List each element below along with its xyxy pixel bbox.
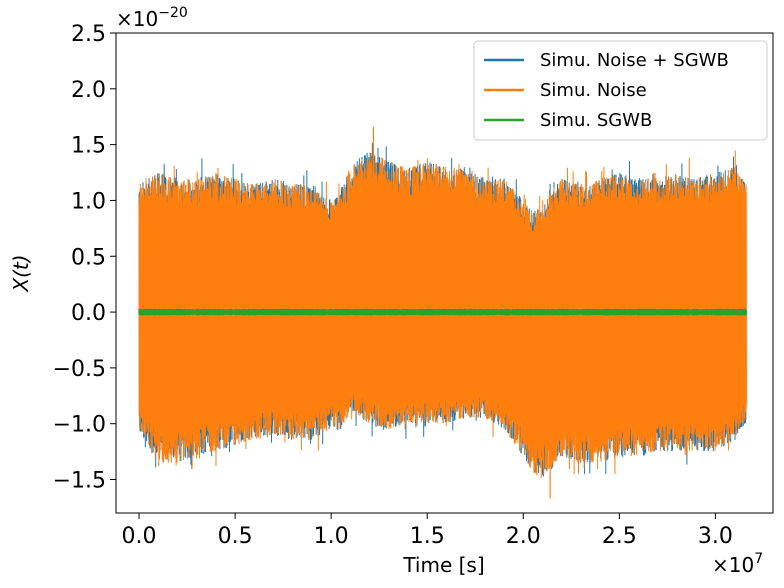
x-tick-label: 0.0 — [122, 524, 157, 549]
series-noise-peaks — [372, 126, 551, 499]
legend: Simu. Noise + SGWB Simu. Noise Simu. SGW… — [473, 40, 768, 141]
y-axis: −1.5 −1.0 −0.5 0.0 0.5 1.0 1.5 2.0 2.5 — [53, 22, 116, 494]
series-sgwb-line — [138, 308, 748, 316]
legend-label-sgwb: Simu. SGWB — [540, 110, 652, 131]
x-axis: 0.0 0.5 1.0 1.5 2.0 2.5 3.0 — [122, 513, 733, 549]
x-axis-label: Time [s] — [402, 553, 484, 577]
y-tick-label: 1.0 — [71, 189, 106, 214]
legend-box — [473, 40, 768, 141]
plot-frame — [115, 32, 774, 514]
y-tick-label: −1.0 — [53, 413, 106, 438]
y-tick-label: 2.0 — [71, 78, 106, 103]
x-tick-label: 0.5 — [218, 524, 253, 549]
x-tick-label: 3.0 — [698, 524, 733, 549]
y-tick-label: 0.5 — [71, 245, 106, 270]
x-tick-label: 2.5 — [602, 524, 637, 549]
legend-label-noise: Simu. Noise — [540, 80, 647, 101]
y-tick-label: 2.5 — [71, 22, 106, 47]
legend-label-noise-sgwb: Simu. Noise + SGWB — [540, 50, 729, 71]
y-tick-label: −1.5 — [53, 469, 106, 494]
y-tick-label: 0.0 — [71, 301, 106, 326]
x-tick-label: 1.5 — [410, 524, 445, 549]
y-axis-label: X(t) — [9, 254, 33, 292]
series-layer — [138, 126, 748, 499]
x-tick-label: 2.0 — [506, 524, 541, 549]
y-tick-label: 1.5 — [71, 134, 106, 159]
y-tick-label: −0.5 — [53, 357, 106, 382]
x-tick-label: 1.0 — [314, 524, 349, 549]
